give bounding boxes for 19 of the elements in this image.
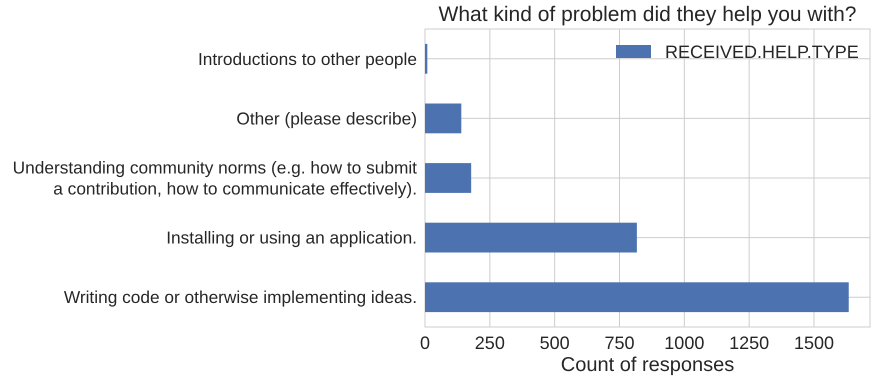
- y-tick-label: Other (please describe): [236, 108, 417, 128]
- y-tick-label: Writing code or otherwise implementing ideas.: [64, 287, 417, 308]
- x-tick-label: 1250: [729, 333, 770, 353]
- bar: [425, 222, 637, 252]
- y-tick-label: Introductions to other people: [198, 48, 417, 69]
- y-tick-label: Understanding community norms (e.g. how to submit a contribution, how to communicate effectively).: [12, 158, 418, 198]
- legend-label: RECEIVED.HELP.TYPE: [665, 42, 859, 62]
- x-tick-label: 250: [474, 333, 505, 353]
- y-tick-label: Installing or using an application.: [166, 228, 417, 248]
- bar: [425, 282, 849, 312]
- bar: [425, 163, 472, 193]
- x-tick-label: 1000: [664, 333, 704, 353]
- x-tick-label: 1500: [794, 333, 834, 353]
- x-axis-title: Count of responses: [560, 354, 734, 376]
- x-tick-label: 500: [540, 333, 570, 353]
- bar: [425, 104, 462, 134]
- x-tick-label: 750: [604, 333, 635, 353]
- x-tick-label: 0: [420, 333, 430, 353]
- chart-title: What kind of problem did they help you with?: [438, 3, 856, 26]
